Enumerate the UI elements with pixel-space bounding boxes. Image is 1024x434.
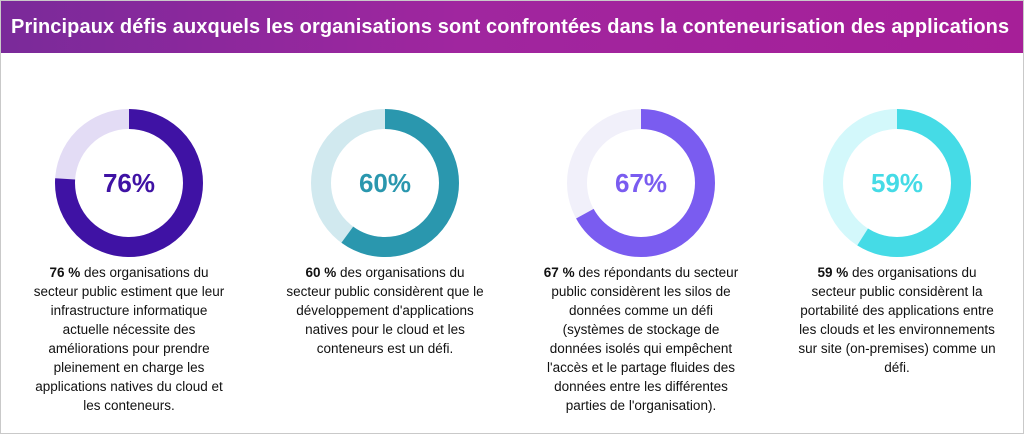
stat-panel-2: 60% 60 % des organisations du secteur pu…: [257, 53, 513, 433]
stat-lead-2: 60 %: [305, 265, 337, 280]
donut-chart-1: 76%: [49, 103, 209, 263]
stat-text-3: des répondants du secteur public considè…: [547, 265, 739, 413]
donut-chart-2: 60%: [305, 103, 465, 263]
percent-label-2: 60%: [358, 167, 412, 198]
percent-label-4: 59%: [870, 167, 924, 198]
donut-svg-3: [567, 109, 715, 257]
percent-label-3: 67%: [614, 167, 668, 198]
stat-description-2: 60 % des organisations du secteur public…: [285, 263, 485, 358]
title-banner: Principaux défis auxquels les organisati…: [1, 1, 1023, 53]
stat-description-3: 67 % des répondants du secteur public co…: [541, 263, 741, 415]
stat-panel-3: 67% 67 % des répondants du secteur publi…: [513, 53, 769, 433]
stat-lead-3: 67 %: [543, 265, 575, 280]
donut-arc-4: [823, 109, 971, 257]
donut-chart-4: 59%: [817, 103, 977, 263]
donut-arc-2: [311, 109, 459, 257]
stat-text-2: des organisations du secteur public cons…: [286, 265, 484, 356]
stat-description-4: 59 % des organisations du secteur public…: [797, 263, 997, 377]
stat-panel-1: 76% 76 % des organisations du secteur pu…: [1, 53, 257, 433]
donut-arc-3: [567, 109, 715, 257]
donut-svg-4: [823, 109, 971, 257]
stat-text-1: des organisations du secteur public esti…: [33, 265, 225, 413]
percent-label-1: 76%: [102, 167, 156, 198]
stat-panel-4: 59% 59 % des organisations du secteur pu…: [769, 53, 1024, 433]
stat-description-1: 76 % des organisations du secteur public…: [29, 263, 229, 415]
stat-text-4: des organisations du secteur public cons…: [798, 265, 996, 375]
donut-svg-1: [55, 109, 203, 257]
donut-arc-1: [55, 109, 203, 257]
donut-svg-2: [311, 109, 459, 257]
donut-chart-3: 67%: [561, 103, 721, 263]
page-title: Principaux défis auxquels les organisati…: [11, 15, 1010, 38]
stat-lead-4: 59 %: [817, 265, 849, 280]
stat-lead-1: 76 %: [49, 265, 81, 280]
